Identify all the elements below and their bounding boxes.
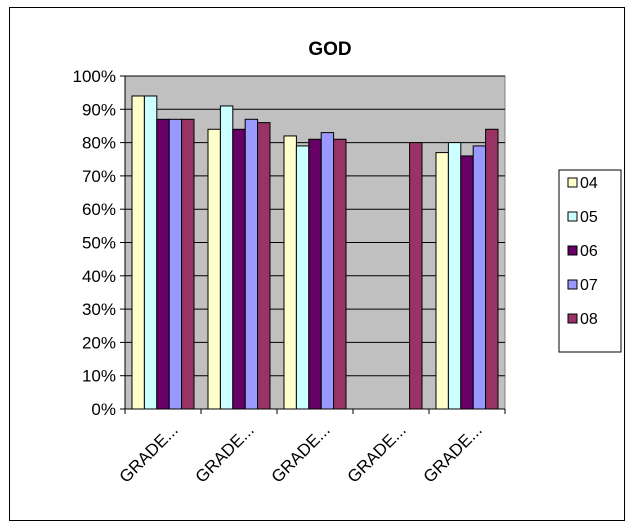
y-tick-label: 40% [82,267,116,286]
y-axis: 0% 10% 20% 30% 40% 50% 60% 70% 80% 90% 100% [73,67,126,419]
y-tick-label: 80% [82,134,116,153]
legend-swatch-04 [567,177,578,188]
legend-swatch-08 [567,313,578,324]
y-tick-label: 10% [82,367,116,386]
bar-04 [283,135,297,410]
bar-05 [447,142,462,410]
bar-05 [143,95,158,410]
bar-07 [168,118,183,410]
x-tick-label: GRADE... [116,420,182,486]
chart-title: GOD [308,39,351,60]
bar-04 [435,152,449,410]
legend-swatch-07 [567,279,578,290]
legend-swatch-05 [567,211,578,222]
legend-label: 06 [580,243,598,260]
bar-chart: GOD 0% 10% 20% 30% 40% 50% 60% 70% 80% 90% 100% GR… [73,39,622,487]
bar-06 [308,138,322,410]
legend-label: 07 [580,277,598,294]
bar-06 [156,118,170,410]
bar-08 [485,128,499,410]
legend-label: 04 [580,175,598,192]
chart-frame: GOD 0% 10% 20% 30% 40% 50% 60% 70% 80% 90% 100% GR… [9,7,625,521]
legend: 04 05 06 07 08 [558,169,622,353]
y-tick-label: 50% [82,234,116,253]
bar-06 [460,155,474,410]
y-tick-label: 90% [82,100,116,119]
y-tick-label: 20% [82,333,116,352]
x-tick-label: GRADE... [192,420,258,486]
x-tick-label: GRADE... [344,420,410,486]
y-tick-label: 100% [73,67,116,86]
bar-07 [472,145,487,410]
bar-05 [219,105,234,410]
bar-08 [181,118,195,410]
bar-08 [333,138,347,410]
x-tick-label: GRADE... [420,420,486,486]
y-tick-label: 30% [82,300,116,319]
bar-04 [207,128,221,410]
legend-swatch-06 [567,245,578,256]
x-axis: GRADE... GRADE... GRADE... GRADE... GRADE... [116,408,506,487]
legend-label: 05 [580,209,598,226]
bar-07 [320,132,335,410]
bars [131,95,499,410]
y-tick-label: 60% [82,200,116,219]
bar-07 [244,118,259,410]
bar-04 [131,95,145,410]
bar-08 [257,122,271,410]
x-tick-label: GRADE... [268,420,334,486]
legend-label: 08 [580,311,598,328]
y-tick-label: 70% [82,167,116,186]
bar-06 [232,128,246,410]
bar-05 [295,145,310,410]
y-tick-label: 0% [91,400,116,419]
bar-08 [409,142,423,410]
